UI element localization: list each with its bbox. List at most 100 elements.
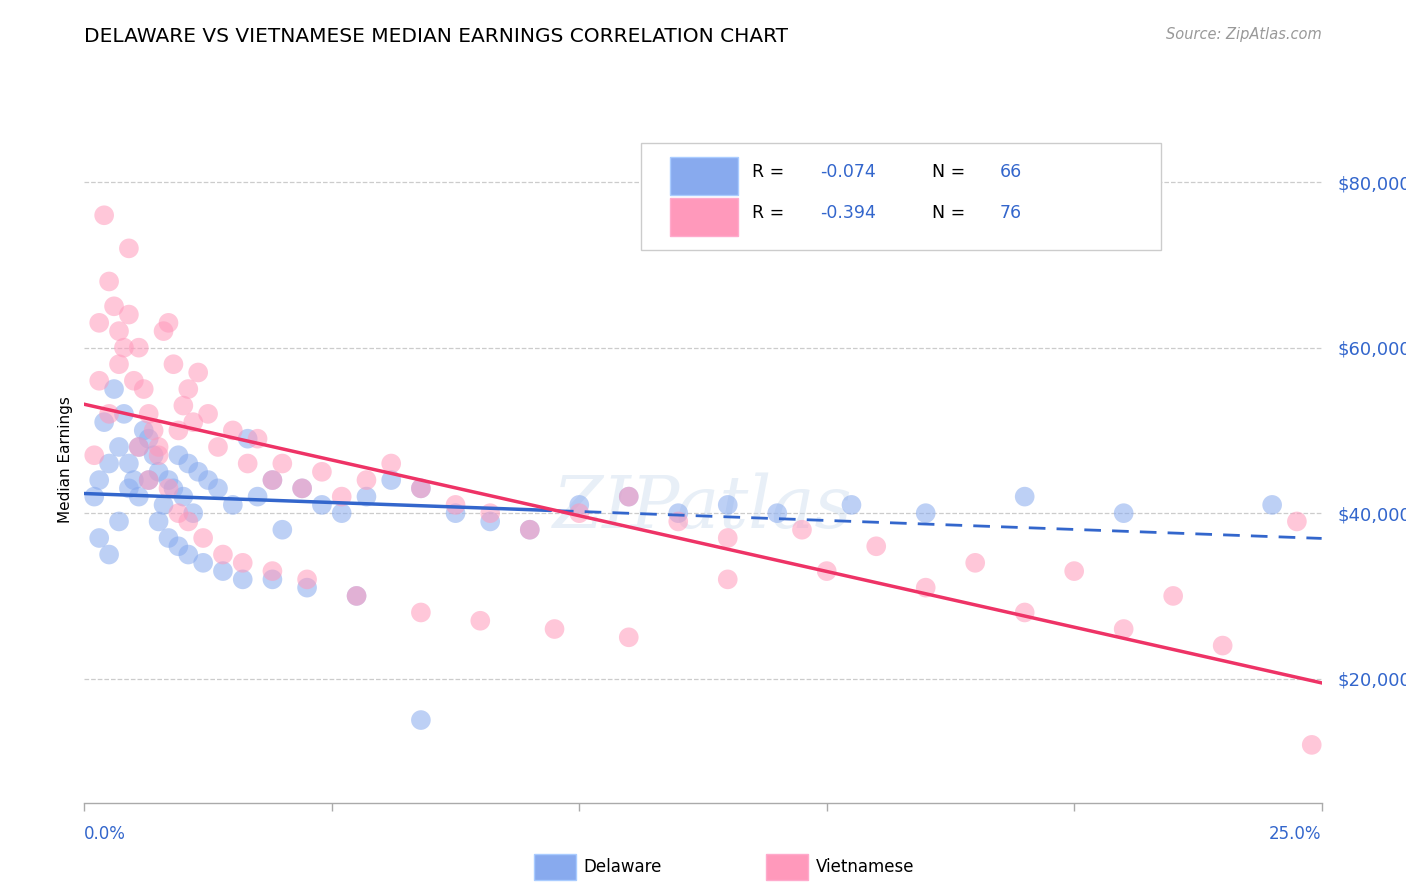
Point xyxy=(118,241,141,255)
Point xyxy=(118,457,141,471)
Point xyxy=(841,498,863,512)
Point xyxy=(246,490,269,504)
Point xyxy=(93,208,115,222)
Text: N =: N = xyxy=(932,204,970,222)
Point xyxy=(187,366,209,380)
Text: ZIPatlas: ZIPatlas xyxy=(553,472,853,542)
Point xyxy=(409,606,432,620)
Point xyxy=(103,299,125,313)
Point xyxy=(128,440,150,454)
Point xyxy=(197,407,219,421)
Point xyxy=(346,589,368,603)
Point xyxy=(162,357,184,371)
Text: -0.074: -0.074 xyxy=(821,163,876,181)
Point xyxy=(246,432,269,446)
Point xyxy=(191,531,214,545)
Point xyxy=(103,382,125,396)
Point xyxy=(148,448,170,462)
Text: 66: 66 xyxy=(1000,163,1022,181)
Point xyxy=(790,523,813,537)
Point xyxy=(1261,498,1284,512)
Point xyxy=(1301,738,1323,752)
Point xyxy=(1285,515,1308,529)
Point xyxy=(1112,622,1135,636)
Point xyxy=(1014,490,1036,504)
Point xyxy=(1212,639,1234,653)
Point xyxy=(148,440,170,454)
Point xyxy=(157,473,180,487)
Text: DELAWARE VS VIETNAMESE MEDIAN EARNINGS CORRELATION CHART: DELAWARE VS VIETNAMESE MEDIAN EARNINGS C… xyxy=(84,27,789,45)
Point xyxy=(543,622,565,636)
Point xyxy=(122,374,145,388)
Point xyxy=(330,490,353,504)
Point xyxy=(157,316,180,330)
Point xyxy=(666,515,689,529)
Point xyxy=(162,481,184,495)
Text: 0.0%: 0.0% xyxy=(84,825,127,843)
Point xyxy=(148,465,170,479)
Point xyxy=(1014,606,1036,620)
Point xyxy=(122,473,145,487)
Text: 25.0%: 25.0% xyxy=(1270,825,1322,843)
Point xyxy=(167,539,190,553)
Text: N =: N = xyxy=(932,163,970,181)
Point xyxy=(181,506,204,520)
Point xyxy=(128,341,150,355)
Text: -0.394: -0.394 xyxy=(821,204,876,222)
Point xyxy=(83,490,105,504)
Point xyxy=(108,515,131,529)
Point xyxy=(191,556,214,570)
Y-axis label: Median Earnings: Median Earnings xyxy=(58,396,73,523)
Point xyxy=(568,498,591,512)
Point xyxy=(470,614,492,628)
Point xyxy=(187,465,209,479)
Point xyxy=(108,357,131,371)
Text: Delaware: Delaware xyxy=(583,858,662,876)
FancyBboxPatch shape xyxy=(669,157,738,195)
Point xyxy=(519,523,541,537)
Point xyxy=(118,481,141,495)
Point xyxy=(157,481,180,495)
Point xyxy=(108,324,131,338)
Point xyxy=(128,490,150,504)
Point xyxy=(380,473,402,487)
Point xyxy=(177,515,200,529)
Point xyxy=(89,531,111,545)
Point xyxy=(128,440,150,454)
Point xyxy=(148,515,170,529)
Point xyxy=(112,341,135,355)
Point xyxy=(1063,564,1085,578)
Point xyxy=(568,506,591,520)
Point xyxy=(766,506,789,520)
Point xyxy=(167,448,190,462)
Point xyxy=(965,556,987,570)
Point xyxy=(138,432,160,446)
Text: R =: R = xyxy=(752,204,790,222)
FancyBboxPatch shape xyxy=(641,144,1161,250)
Point xyxy=(262,564,284,578)
Point xyxy=(207,440,229,454)
Point xyxy=(172,490,194,504)
Point xyxy=(717,573,740,587)
Point xyxy=(118,308,141,322)
Point xyxy=(236,457,259,471)
Point xyxy=(1161,589,1184,603)
Point xyxy=(222,498,245,512)
Point xyxy=(167,424,190,438)
Text: R =: R = xyxy=(752,163,790,181)
Point xyxy=(112,407,135,421)
Point xyxy=(346,589,368,603)
Point xyxy=(409,713,432,727)
Point xyxy=(1112,506,1135,520)
Point xyxy=(271,523,294,537)
Point xyxy=(98,457,121,471)
Point xyxy=(380,457,402,471)
Point xyxy=(98,275,121,289)
Point xyxy=(152,324,174,338)
Point xyxy=(291,481,314,495)
Point xyxy=(356,473,378,487)
Text: Source: ZipAtlas.com: Source: ZipAtlas.com xyxy=(1166,27,1322,42)
Point xyxy=(222,424,245,438)
Point xyxy=(132,424,155,438)
Point xyxy=(177,457,200,471)
